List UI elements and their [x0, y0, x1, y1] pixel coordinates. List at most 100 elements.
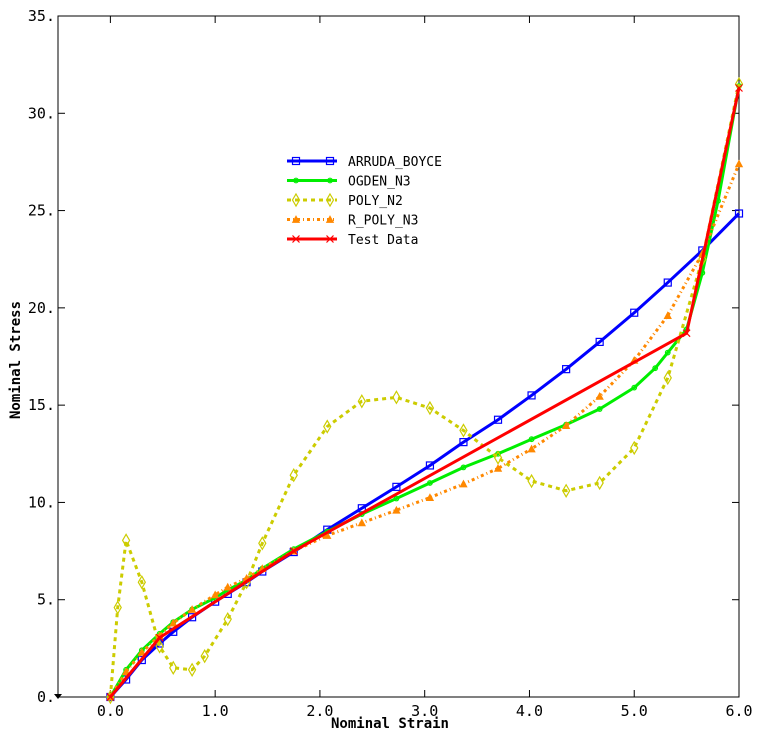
data-point-diamond [630, 440, 639, 456]
x-tick-label: 6.0 [725, 702, 752, 720]
data-point-square [527, 391, 536, 400]
data-point-triangle [210, 590, 220, 599]
data-point-x-stroke [735, 84, 743, 92]
data-point-diamond [595, 475, 604, 491]
y-tick-label: 30. [28, 104, 55, 122]
data-point-circle [596, 406, 603, 412]
data-point-square [493, 415, 503, 424]
data-point-diamond [137, 575, 147, 590]
data-point-triangle [663, 311, 672, 320]
data-point-circle [652, 365, 659, 372]
x-tick-label: 2.0 [306, 702, 333, 720]
data-point-x [155, 633, 164, 642]
data-point-square [562, 365, 571, 374]
plot-frame [57, 15, 740, 698]
y-tick-label: 5. [37, 591, 55, 609]
data-point-square [459, 438, 468, 447]
data-point-triangle [223, 582, 232, 591]
data-point-x [292, 235, 300, 243]
data-point-triangle [137, 647, 146, 656]
data-point-triangle [527, 444, 536, 453]
data-point-x-stroke [289, 547, 298, 555]
data-point-diamond [459, 423, 468, 438]
data-point-triangle [121, 667, 131, 676]
x-axis-label: Nominal Strain [331, 716, 449, 732]
y-tick-label: 20. [28, 299, 55, 317]
series-r-poly-n3 [106, 159, 744, 701]
data-point-diamond [323, 419, 332, 434]
x-tick-label: 5.0 [621, 702, 648, 720]
data-point-diamond [121, 533, 131, 548]
series-test-data [106, 84, 743, 701]
data-point-x-stroke [682, 329, 691, 338]
data-point-circle [460, 464, 467, 471]
series-line [108, 83, 741, 698]
data-point-diamond [113, 600, 122, 615]
data-point-square [137, 655, 146, 665]
data-point-x [735, 84, 743, 92]
legend-entry: Test Data [287, 233, 418, 248]
data-point-diamond [325, 192, 335, 208]
data-point-diamond [527, 473, 536, 489]
data-point-diamond [392, 390, 401, 405]
data-point-diamond [258, 536, 267, 551]
x-tick-label: 3.0 [411, 702, 438, 720]
data-point-x [106, 693, 115, 701]
series-layer [106, 76, 744, 705]
data-point-triangle [169, 618, 178, 627]
y-tick-label: 35. [28, 7, 55, 25]
data-point-circle [528, 436, 535, 443]
legend-entry: OGDEN_N3 [287, 175, 411, 190]
data-point-diamond [289, 467, 298, 483]
y-tick-label: 10. [28, 493, 55, 511]
data-point-triangle [291, 215, 301, 223]
series-line [109, 163, 741, 698]
x-tick-label: 0.0 [97, 702, 124, 720]
series-arruda-boyce [106, 209, 744, 702]
data-point-circle [293, 177, 299, 184]
data-point-triangle [595, 392, 604, 400]
data-point-diamond [223, 611, 232, 627]
data-point-x-stroke [326, 235, 334, 243]
data-point-triangle [734, 159, 744, 168]
data-point-x-stroke [106, 693, 115, 701]
series-line [109, 87, 741, 698]
ticks-layer: 0.0 1.0 2.0 3.0 4.0 5.0 6.0 0. 5. 10. 15. 20. 25. 30.… [28, 7, 753, 720]
y-tick-label: 25. [28, 202, 55, 220]
data-point-triangle [561, 421, 571, 429]
series-line [109, 85, 741, 698]
data-point-square [425, 461, 435, 470]
series-ogden-n3 [107, 83, 742, 700]
data-point-circle [664, 349, 671, 356]
data-point-square [595, 337, 604, 347]
data-point-triangle [325, 215, 335, 223]
data-point-diamond [425, 400, 435, 416]
x-tick-label: 4.0 [516, 702, 543, 720]
data-point-x [326, 235, 334, 243]
data-point-square [630, 308, 639, 317]
data-point-diamond [200, 648, 209, 664]
data-point-square [392, 482, 401, 491]
data-point-triangle [493, 464, 503, 472]
legend-entry: POLY_N2 [287, 192, 403, 209]
data-point-circle [427, 480, 433, 486]
y-axis-label: Nominal Stress [8, 301, 24, 419]
data-point-square [663, 278, 672, 287]
data-point-triangle [392, 505, 401, 514]
data-point-x-stroke [292, 235, 300, 243]
x-tick-label: 1.0 [202, 702, 229, 720]
legend-entry: ARRUDA_BOYCE [287, 155, 442, 170]
data-point-square [325, 156, 335, 166]
legend-label: ARRUDA_BOYCE [348, 155, 442, 170]
data-point-circle [327, 177, 333, 184]
legend: ARRUDA_BOYCE OGDEN_N3 POLY_N2 R_POLY_N3 Test… [287, 155, 442, 248]
data-point-x-stroke [155, 633, 164, 642]
series-line [109, 212, 741, 699]
series-poly-n2 [106, 76, 744, 705]
data-point-x [289, 547, 298, 555]
data-point-diamond [357, 394, 367, 409]
data-point-diamond [663, 370, 672, 386]
data-point-triangle [425, 493, 435, 501]
legend-label: POLY_N2 [348, 194, 403, 209]
